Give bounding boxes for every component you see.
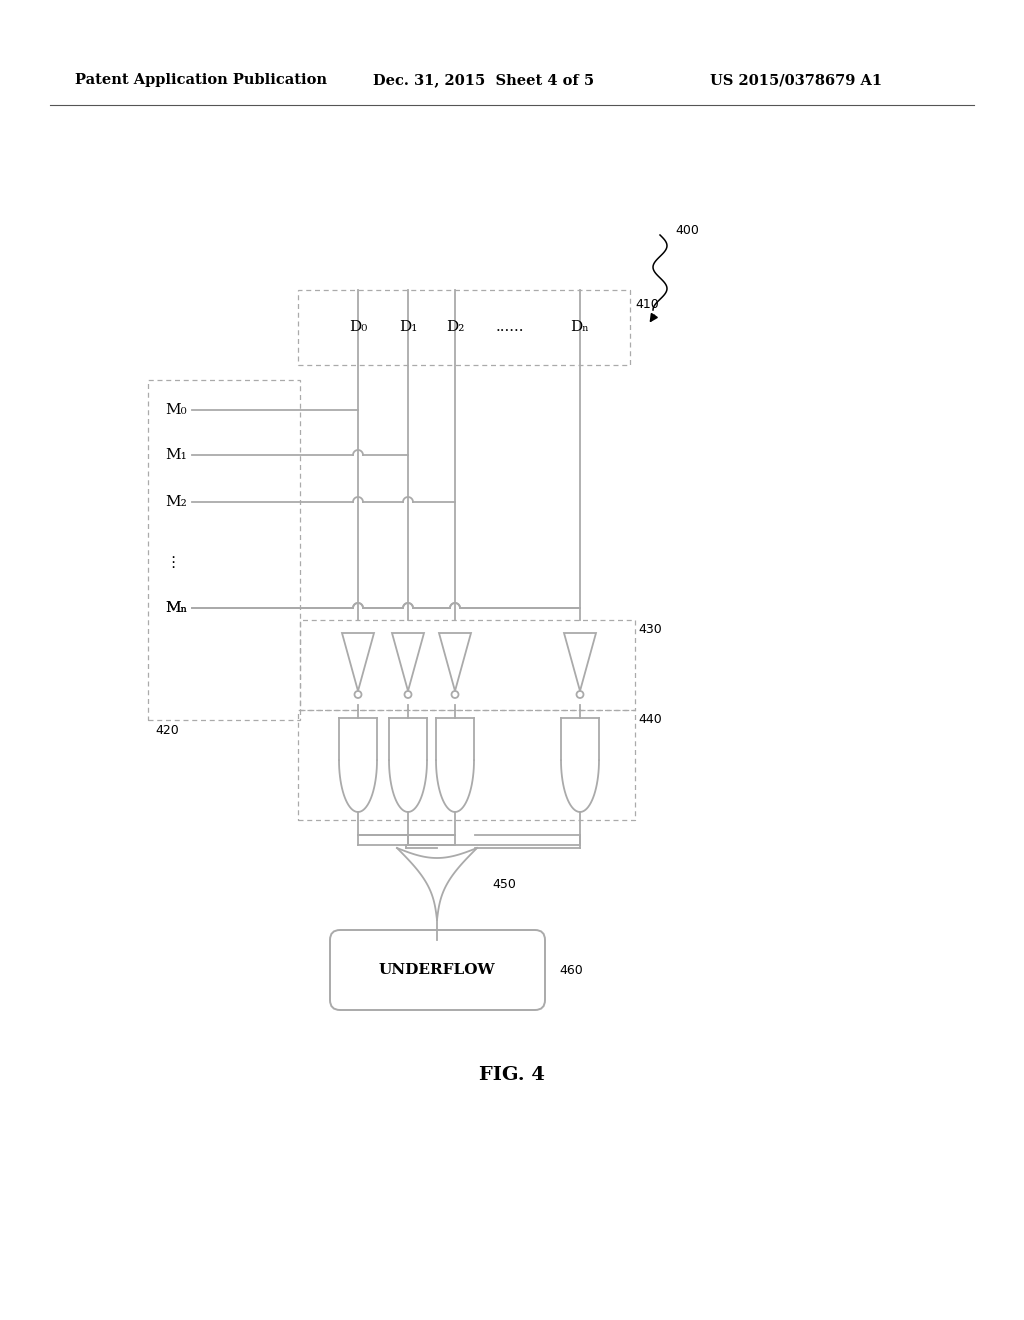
Text: UNDERFLOW: UNDERFLOW — [379, 964, 496, 977]
Text: Mₙ: Mₙ — [165, 601, 187, 615]
Text: US 2015/0378679 A1: US 2015/0378679 A1 — [710, 73, 882, 87]
Text: D₂: D₂ — [445, 319, 464, 334]
Text: 450: 450 — [492, 878, 516, 891]
Text: M₀: M₀ — [165, 403, 186, 417]
Bar — [148, 380, 300, 719]
Text: M₁: M₁ — [165, 447, 186, 462]
Bar — [300, 620, 635, 710]
Text: Patent Application Publication: Patent Application Publication — [75, 73, 327, 87]
Text: 420: 420 — [155, 723, 179, 737]
Circle shape — [404, 690, 412, 698]
Text: ⋮: ⋮ — [165, 554, 180, 569]
Text: Mₙ: Mₙ — [165, 601, 187, 615]
Text: 440: 440 — [638, 713, 662, 726]
Bar — [298, 290, 630, 366]
Text: M₂: M₂ — [165, 495, 186, 510]
Text: 400: 400 — [675, 223, 698, 236]
Text: ......: ...... — [496, 319, 524, 334]
Circle shape — [577, 690, 584, 698]
Text: 430: 430 — [638, 623, 662, 636]
Bar — [298, 710, 635, 820]
Text: Dₙ: Dₙ — [570, 319, 590, 334]
FancyBboxPatch shape — [330, 931, 545, 1010]
Text: Dec. 31, 2015  Sheet 4 of 5: Dec. 31, 2015 Sheet 4 of 5 — [373, 73, 594, 87]
Circle shape — [354, 690, 361, 698]
Text: D₁: D₁ — [398, 319, 417, 334]
Text: 460: 460 — [559, 964, 583, 977]
Circle shape — [452, 690, 459, 698]
Text: FIG. 4: FIG. 4 — [479, 1067, 545, 1084]
Text: D₀: D₀ — [349, 319, 368, 334]
Text: 410: 410 — [635, 298, 658, 312]
